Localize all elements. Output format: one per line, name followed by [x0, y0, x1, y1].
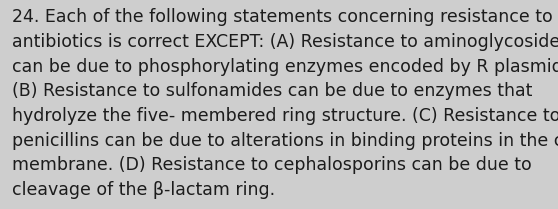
Text: hydrolyze the five- membered ring structure. (C) Resistance to: hydrolyze the five- membered ring struct… — [12, 107, 558, 125]
Text: cleavage of the β-lactam ring.: cleavage of the β-lactam ring. — [12, 181, 276, 199]
Text: 24. Each of the following statements concerning resistance to: 24. Each of the following statements con… — [12, 8, 553, 26]
Text: membrane. (D) Resistance to cephalosporins can be due to: membrane. (D) Resistance to cephalospori… — [12, 156, 532, 174]
Text: (B) Resistance to sulfonamides can be due to enzymes that: (B) Resistance to sulfonamides can be du… — [12, 82, 533, 100]
Text: penicillins can be due to alterations in binding proteins in the cell: penicillins can be due to alterations in… — [12, 132, 558, 150]
Text: antibiotics is correct EXCEPT: (A) Resistance to aminoglycosides: antibiotics is correct EXCEPT: (A) Resis… — [12, 33, 558, 51]
Text: can be due to phosphorylating enzymes encoded by R plasmids.: can be due to phosphorylating enzymes en… — [12, 58, 558, 76]
